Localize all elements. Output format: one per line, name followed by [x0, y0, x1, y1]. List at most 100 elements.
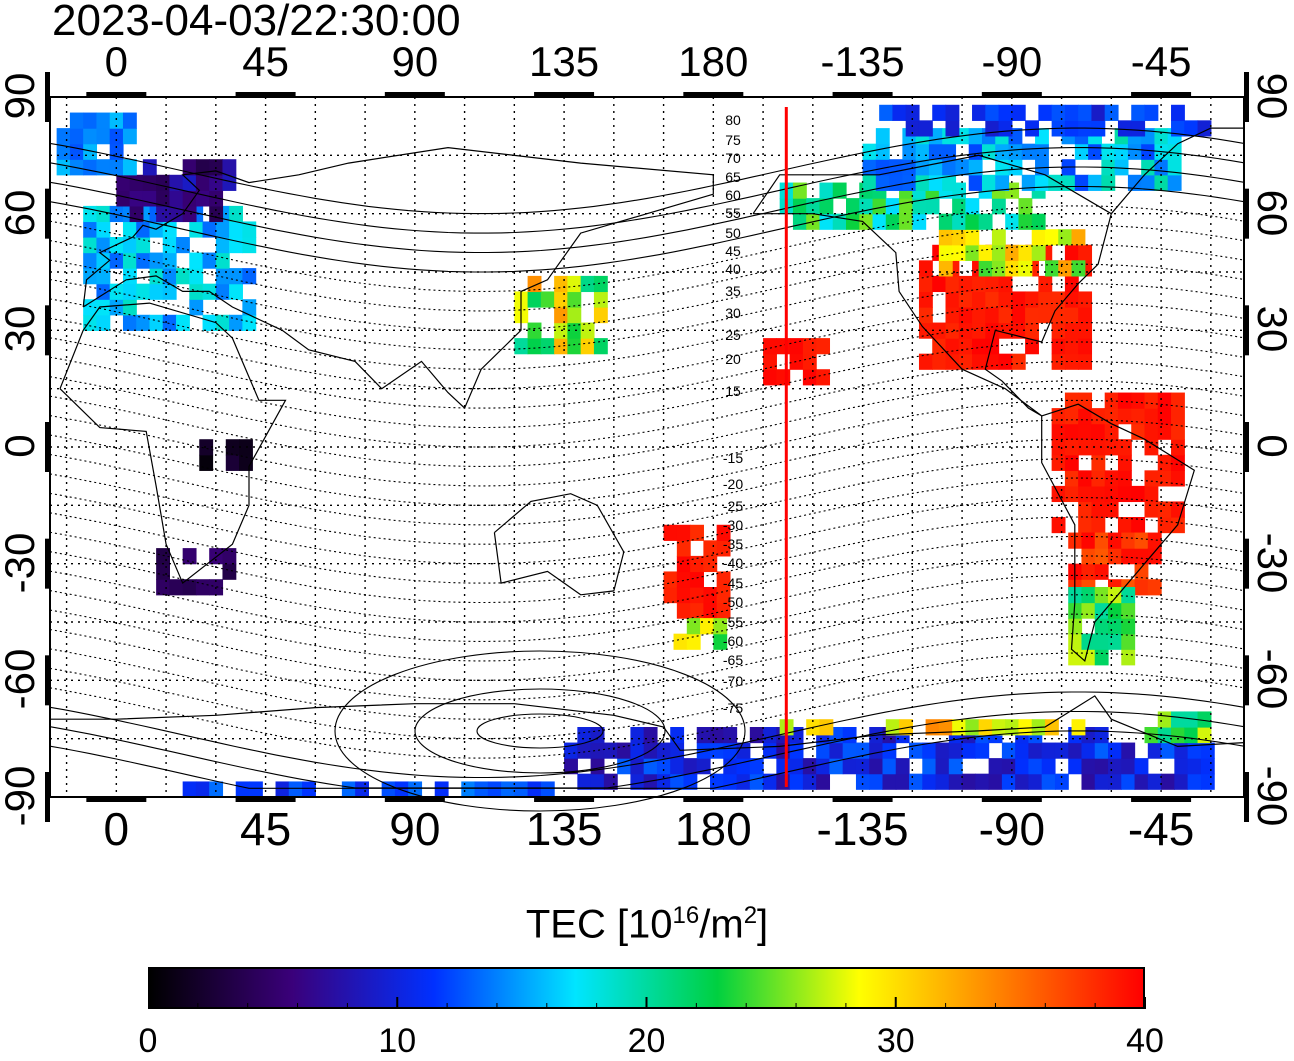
tec-cell [1018, 260, 1033, 277]
tec-cell [968, 159, 983, 176]
tec-cell [83, 128, 98, 145]
tec-cell [222, 563, 237, 580]
tec-cell [593, 275, 608, 293]
tec-cell [1078, 517, 1093, 534]
tec-cell [1094, 742, 1109, 759]
tec-cell [736, 758, 751, 775]
tec-cell [882, 773, 897, 790]
tec-cell [122, 252, 137, 269]
tec-cell [965, 229, 980, 246]
tec-cell [952, 198, 966, 215]
bottom-lon-tick-label: 135 [525, 803, 603, 855]
tec-cell [1121, 758, 1136, 775]
tec-cell [1094, 618, 1109, 635]
right-lat-tick-label: 30 [1249, 305, 1294, 353]
tec-cell [1134, 773, 1149, 790]
tec-cell [1144, 104, 1159, 121]
tec-cell [1127, 174, 1142, 191]
tec-cell [1048, 174, 1063, 191]
tec-cell [136, 237, 151, 254]
frame-tick [981, 797, 1042, 802]
tec-cell [136, 252, 151, 269]
tec-cell [932, 104, 947, 121]
tec-cell [1134, 548, 1149, 565]
tec-cell [938, 244, 953, 261]
tec-cell [249, 781, 263, 798]
top-lon-tick-label: -45 [1130, 38, 1192, 85]
tec-cell [978, 260, 993, 277]
tec-cell [1064, 104, 1079, 121]
tec-cell [288, 781, 303, 798]
tec-cell [1058, 260, 1073, 277]
tec-cell [978, 213, 993, 230]
tec-cell [202, 221, 217, 238]
tec-cell [872, 213, 887, 230]
tec-cell [229, 237, 243, 254]
tec-cell [776, 773, 791, 790]
tec-cell [1011, 322, 1026, 339]
top-lon-tick-label: -135 [820, 38, 905, 85]
frame-tick [235, 92, 296, 97]
tec-cell [1031, 244, 1046, 261]
bottom-lon-tick-label: -90 [978, 803, 1046, 855]
tec-cell [816, 758, 831, 775]
tec-cell [1064, 439, 1079, 456]
bottom-lon-tick-label: -135 [816, 803, 909, 855]
tec-cell [122, 299, 137, 316]
tec-cell [869, 758, 884, 775]
tec-cell [630, 727, 645, 744]
tec-cell [83, 237, 98, 254]
tec-cell [972, 307, 986, 324]
tec-cell [580, 322, 595, 339]
tec-cell [156, 174, 170, 191]
tec-cell [875, 159, 890, 176]
contour-label: 75 [725, 132, 741, 148]
tec-cell [229, 205, 243, 223]
tec-cell [676, 602, 691, 619]
tec-cell [1200, 773, 1215, 790]
tec-cell [700, 618, 714, 635]
tec-cell [683, 758, 698, 775]
magnetic-contour [49, 594, 1245, 681]
tec-cell [593, 307, 608, 324]
contour-label: -30 [723, 517, 743, 533]
tec-cell [696, 742, 711, 759]
tec-cell [1028, 742, 1043, 759]
tec-cell [902, 159, 917, 176]
tec-cell [136, 221, 151, 238]
tec-cell [842, 758, 857, 775]
tec-cell [554, 291, 568, 308]
tec-cell [149, 314, 164, 331]
tec-cell [882, 758, 897, 775]
tec-cell [630, 742, 645, 759]
magnetic-contour [49, 127, 1245, 215]
tec-cell [215, 237, 230, 254]
tec-cell [915, 174, 930, 191]
bottom-lon-tick-label: 45 [239, 803, 292, 855]
tec-cell [1045, 260, 1059, 277]
tec-cell [527, 338, 542, 355]
contour-label: 65 [725, 169, 741, 185]
tec-cell [918, 307, 933, 324]
tec-cell [763, 727, 777, 744]
tec-cell [1171, 104, 1185, 121]
tec-cell [1078, 439, 1093, 456]
tec-cell [189, 268, 204, 285]
tec-cell [965, 213, 980, 230]
tec-cell [1157, 711, 1172, 728]
tec-cell [1187, 773, 1202, 790]
tec-cell [514, 338, 529, 355]
tec-cell [663, 524, 678, 541]
tec-cell [875, 143, 890, 160]
frame-tick [832, 92, 893, 97]
tec-cell [83, 252, 98, 269]
tec-cell [215, 283, 230, 300]
tec-cell [1108, 587, 1122, 604]
tec-cell [567, 338, 582, 355]
tec-cell [1078, 353, 1093, 370]
tec-cell [991, 198, 1006, 215]
frame-tick [1244, 655, 1249, 706]
frame-tick [683, 797, 744, 802]
tec-cell [716, 524, 731, 541]
tec-cell [1091, 470, 1106, 487]
